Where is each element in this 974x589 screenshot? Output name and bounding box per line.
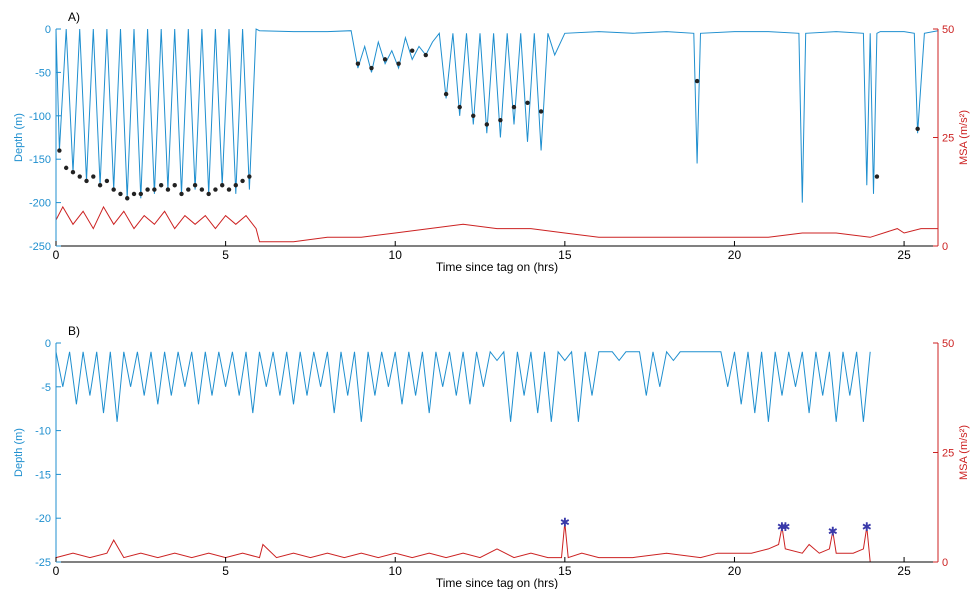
event-dot — [111, 187, 116, 192]
x-tick-label: 0 — [53, 564, 60, 578]
event-dot — [443, 91, 449, 97]
y-left-tick-label: -15 — [35, 469, 51, 481]
depth-trace — [55, 28, 939, 203]
event-dot — [131, 191, 137, 197]
y-left-tick-label: -50 — [35, 67, 51, 79]
y-right-axis-label: MSA (m/s²) — [958, 425, 970, 480]
y-right-axis-label: MSA (m/s²) — [958, 110, 970, 165]
event-dot — [145, 187, 150, 192]
panel-label: B) — [68, 324, 80, 338]
y-left-tick-label: -200 — [29, 198, 51, 210]
x-axis-label: Time since tag on (hrs) — [436, 260, 558, 274]
panel-b: ✱ ✱✱ ✱ ✱0 5 10 15 20 250-5-10-15-20-25 02550B)Tim… — [13, 324, 970, 589]
event-dot — [172, 183, 177, 188]
peak-star-marker: ✱ — [777, 520, 787, 534]
event-dot — [165, 187, 171, 192]
x-tick-label: 10 — [389, 564, 403, 578]
y-right-tick-label: 50 — [942, 24, 954, 36]
depth-trace — [55, 350, 871, 422]
event-dot — [396, 61, 401, 66]
x-tick-label: 25 — [897, 564, 911, 578]
event-dot — [538, 109, 544, 114]
y-right-tick-label: 50 — [942, 338, 954, 350]
msa-trace — [55, 205, 938, 243]
msa-trace — [55, 522, 871, 563]
peak-star-marker: ✱ — [560, 516, 570, 530]
event-dot — [70, 170, 76, 175]
event-dot — [118, 191, 123, 197]
x-tick-label: 5 — [222, 248, 229, 262]
event-dot — [57, 148, 62, 153]
y-right-tick-label: 25 — [942, 448, 954, 460]
y-right-tick-label: 0 — [942, 557, 948, 569]
peak-star-marker: ✱ — [780, 520, 790, 534]
x-tick-label: 15 — [558, 564, 572, 578]
event-dot — [498, 117, 503, 123]
x-tick-label: 25 — [897, 248, 911, 262]
x-tick-label: 15 — [558, 248, 572, 262]
y-left-tick-label: -20 — [35, 513, 51, 525]
event-dot — [199, 187, 205, 192]
event-dot — [213, 187, 218, 192]
event-dot — [125, 196, 130, 201]
event-dot — [104, 178, 110, 184]
y-left-tick-label: 0 — [45, 24, 51, 36]
event-dot — [91, 174, 96, 179]
y-left-axis-label: Depth (m) — [13, 428, 25, 477]
event-dot — [158, 183, 164, 188]
event-dot — [484, 122, 490, 127]
x-tick-label: 20 — [728, 248, 742, 262]
event-dot — [84, 178, 89, 184]
event-dot — [409, 48, 415, 53]
y-left-axis-label: Depth (m) — [13, 113, 25, 162]
x-tick-label: 5 — [222, 564, 229, 578]
event-dot — [220, 183, 225, 188]
y-left-tick-label: -5 — [41, 382, 51, 394]
x-tick-label: 0 — [53, 248, 60, 262]
event-dot — [382, 57, 388, 62]
event-dot — [206, 191, 211, 197]
y-left-tick-label: -250 — [29, 241, 51, 253]
event-dot — [423, 52, 428, 58]
x-tick-label: 20 — [728, 564, 742, 578]
event-dot — [915, 126, 920, 132]
y-left-tick-label: -150 — [29, 154, 51, 166]
y-left-tick-label: -25 — [35, 557, 51, 569]
y-left-tick-label: -100 — [29, 111, 51, 123]
event-dot — [186, 187, 191, 192]
event-dot — [77, 174, 82, 179]
panel-a: 0 5 10 15 20 250-50-100-150-200-250 02550A)Tim… — [13, 10, 970, 274]
event-dot — [247, 174, 252, 179]
x-tick-label: 10 — [389, 248, 403, 262]
event-dot — [233, 183, 238, 188]
x-axis-label: Time since tag on (hrs) — [436, 576, 558, 589]
peak-star-marker: ✱ — [828, 524, 838, 538]
event-dot — [525, 100, 530, 105]
peak-star-marker: ✱ — [862, 520, 872, 534]
event-dot — [152, 187, 157, 192]
event-dot — [355, 61, 361, 66]
event-dot — [179, 191, 184, 197]
event-dot — [471, 113, 476, 119]
event-dot — [63, 165, 69, 171]
panel-label: A) — [68, 10, 80, 24]
event-dot — [511, 104, 517, 110]
event-dot — [192, 183, 198, 188]
y-left-tick-label: -10 — [35, 426, 51, 438]
event-dot — [457, 104, 462, 110]
event-dot — [369, 65, 374, 71]
event-dot — [874, 174, 880, 179]
y-right-tick-label: 25 — [942, 133, 954, 145]
event-dot — [240, 178, 245, 184]
event-dot — [226, 187, 232, 192]
event-dot — [97, 183, 103, 188]
y-left-tick-label: 0 — [45, 338, 51, 350]
event-dot — [694, 78, 700, 84]
event-dot — [138, 191, 144, 197]
y-right-tick-label: 0 — [942, 241, 948, 253]
